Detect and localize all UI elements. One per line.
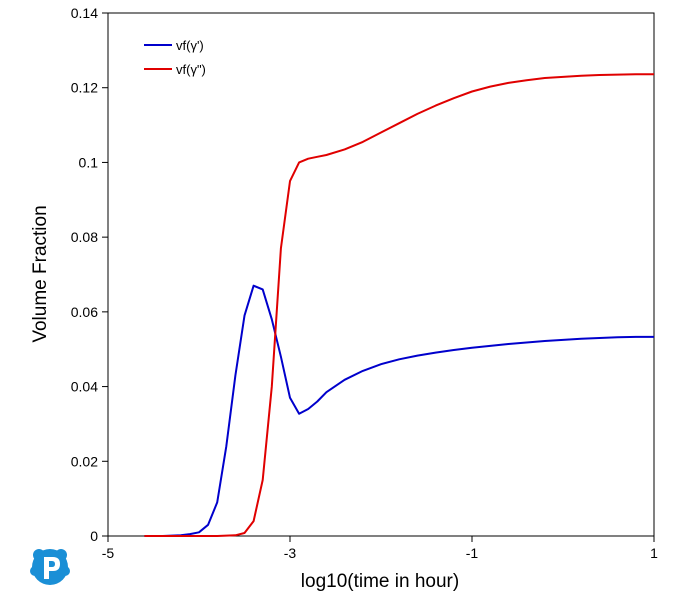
y-axis: 0 0.02 0.04 0.06 0.08 0.1 0.12 0.14 [71, 5, 108, 544]
legend-label-gamma-double-prime: vf(γ") [176, 62, 206, 77]
x-tick-label: 1 [650, 545, 658, 561]
y-tick-label: 0.02 [71, 453, 98, 469]
y-tick-label: 0.1 [79, 154, 99, 170]
series-line-gamma-prime [144, 284, 654, 537]
x-tick-label: -3 [284, 545, 297, 561]
series-line-gamma-double-prime [144, 73, 654, 537]
legend-label-gamma-prime: vf(γ') [176, 38, 204, 53]
x-tick-label: -5 [102, 545, 115, 561]
app-logo-icon [30, 549, 70, 585]
plot-area-frame [107, 12, 655, 537]
series-layer [144, 73, 654, 537]
y-tick-label: 0.08 [71, 229, 98, 245]
x-axis: -5 -3 -1 1 [102, 536, 658, 561]
x-axis-title: log10(time in hour) [301, 571, 459, 592]
legend: vf(γ') vf(γ") [144, 38, 206, 77]
y-tick-label: 0.06 [71, 304, 98, 320]
x-tick-label: -1 [466, 545, 479, 561]
y-tick-label: 0.12 [71, 80, 98, 96]
y-tick-label: 0 [90, 528, 98, 544]
y-tick-label: 0.04 [71, 379, 98, 395]
y-axis-title: Volume Fraction [30, 205, 51, 342]
y-tick-label: 0.14 [71, 5, 98, 21]
